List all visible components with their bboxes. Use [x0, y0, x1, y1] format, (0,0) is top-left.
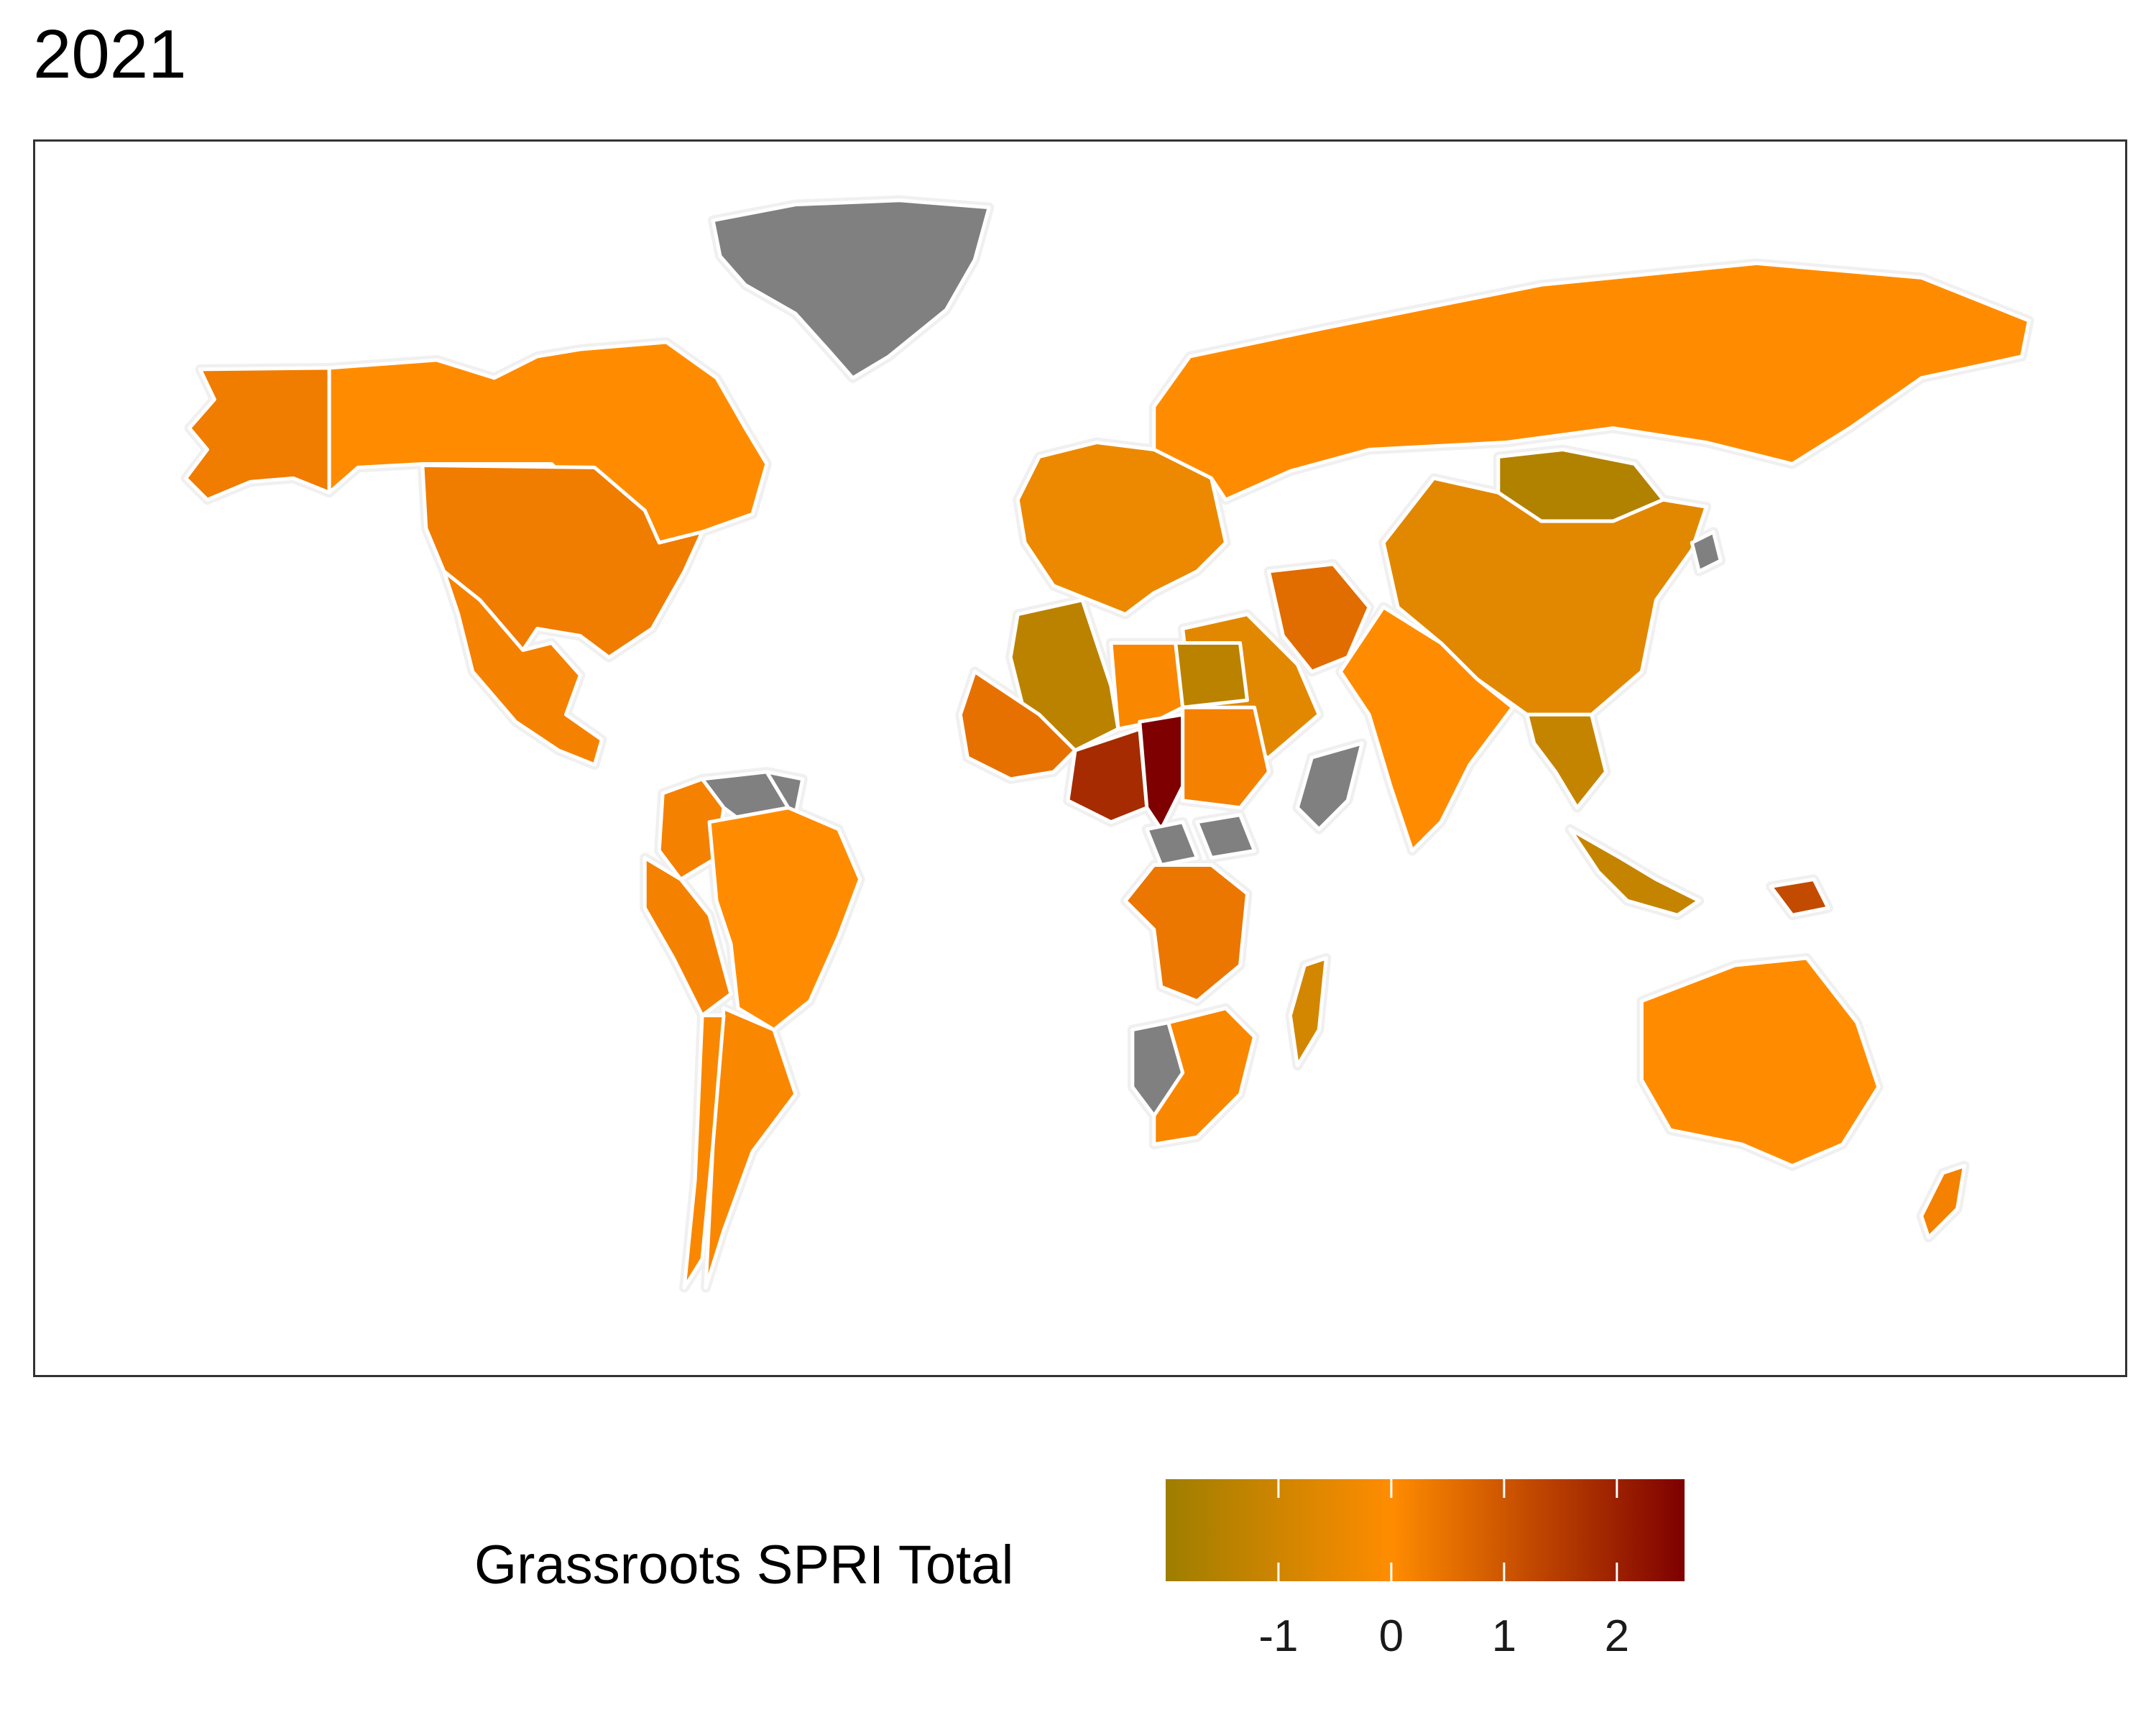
legend-tick-label: 2 [1604, 1611, 1630, 1661]
map-regions[interactable] [184, 198, 2031, 1289]
region-iran[interactable] [1266, 562, 1371, 673]
legend-tick-label: 0 [1378, 1611, 1404, 1661]
region-madagascar[interactable] [1288, 956, 1328, 1067]
map-panel[interactable] [33, 139, 2127, 1377]
region-niger[interactable] [1066, 727, 1149, 824]
region-southeast-asia[interactable] [1525, 712, 1608, 810]
legend-colorbar [1166, 1479, 1685, 1581]
region-alaska[interactable] [184, 366, 331, 502]
region-north-korea[interactable] [1690, 530, 1723, 574]
region-india[interactable] [1338, 605, 1515, 853]
region-china[interactable] [1381, 476, 1708, 717]
region-australia[interactable] [1639, 956, 1881, 1168]
region-somalia[interactable] [1295, 741, 1364, 832]
region-peru[interactable] [642, 856, 733, 1018]
legend-title: Grassroots SPRI Total [474, 1535, 1014, 1596]
region-brazil[interactable] [707, 806, 862, 1032]
region-chad[interactable] [1138, 712, 1185, 832]
page-title: 2021 [33, 16, 187, 93]
region-mali[interactable] [958, 669, 1077, 781]
region-greenland[interactable] [711, 198, 991, 380]
region-south-sudan[interactable] [1195, 813, 1256, 860]
region-new-zealand[interactable] [1920, 1164, 1966, 1240]
legend-tick-label: 1 [1491, 1611, 1517, 1661]
world-map[interactable] [35, 142, 2125, 1375]
region-egypt[interactable] [1174, 641, 1250, 709]
legend-tick-label: -1 [1258, 1611, 1299, 1661]
region-europe[interactable] [1015, 441, 1228, 617]
region-libya[interactable] [1109, 641, 1185, 731]
region-indonesia[interactable] [1568, 827, 1701, 917]
region-central-african-republic[interactable] [1145, 820, 1199, 867]
region-sudan[interactable] [1181, 705, 1271, 810]
region-chile[interactable] [682, 1013, 726, 1289]
region-papua-new-guinea[interactable] [1769, 877, 1830, 917]
legend-gradient [1166, 1479, 1685, 1581]
region-dr-congo[interactable] [1123, 862, 1250, 1003]
region-mexico[interactable] [442, 569, 604, 767]
legend-tick-marks [1277, 1479, 1618, 1581]
region-southern-africa[interactable] [1152, 1006, 1256, 1146]
